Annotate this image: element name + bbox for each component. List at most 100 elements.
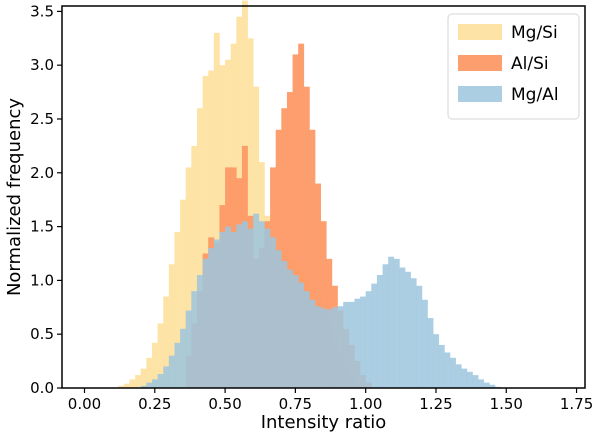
histogram-bar [298,43,305,388]
legend-swatch [458,55,502,71]
legend-label: Al/Si [511,54,549,74]
histogram-bar [281,261,288,388]
histogram-bar [163,366,170,388]
histogram-bar [219,231,226,388]
histogram-bar [466,371,473,388]
histogram-bar [180,199,187,388]
histogram-bar [478,379,485,388]
histogram-bar [286,269,293,388]
axis-ticks: 0.00 0.25 0.50 0.75 1.00 1.25 1.50 1.75 0.0 0.5 1.… [30,2,593,413]
histogram-bar [489,384,496,388]
bars-layer [118,0,501,389]
histogram-bar [354,298,361,388]
histogram-bar [410,278,417,388]
histogram-bar [185,167,192,388]
legend-swatch [458,24,502,40]
histogram-bar [157,323,164,388]
histogram-bar [405,271,411,388]
histogram-bar [382,264,389,388]
histogram-bar [168,264,175,388]
histogram-bar [360,296,366,388]
histogram-bar [174,231,181,388]
histogram-bar [393,258,400,388]
histogram-bar [202,75,209,388]
plot-frame [61,5,586,389]
histogram-bar [315,183,321,388]
histogram-bar [123,383,130,388]
histogram-bar [371,283,378,388]
histogram-bar [309,129,316,388]
histogram-bar [455,364,462,388]
histogram-bar [399,267,406,388]
histogram-bar [168,355,175,388]
y-tick-label: 3.0 [30,56,54,74]
histogram-bar [264,228,271,388]
histogram-bar [191,291,198,388]
histogram-bar [191,145,198,388]
histogram-bar [247,228,254,388]
histogram-bar [388,256,395,388]
histogram-bar [365,291,372,388]
histogram-bar [146,357,153,388]
y-tick-label: 2.5 [30,110,54,128]
x-tick-label: 1.00 [349,395,382,413]
y-tick-label: 0.0 [30,379,54,397]
legend-swatch [458,86,502,102]
histogram-bar [253,213,260,388]
histogram-bar [185,310,192,388]
histogram-bar [483,382,490,388]
y-tick-label: 3.5 [30,2,54,20]
histogram-bar [225,226,232,388]
histogram-bar [196,275,203,388]
histogram-bar [247,38,254,388]
histogram-bar [135,375,142,388]
histogram-bar [236,224,243,388]
legend-label: Mg/Al [511,85,559,105]
histogram-bar [146,382,153,388]
histogram-bar [303,86,310,388]
histogram-bar [461,368,468,388]
histogram-bar [326,309,333,388]
histogram-bar [213,239,220,388]
histogram-bar [151,342,158,388]
histogram-bar [151,379,158,388]
y-tick-label: 1.0 [30,271,54,289]
x-tick-label: 0.50 [208,395,241,413]
histogram-bar [292,275,299,388]
histogram-bar [281,108,288,388]
histogram-bar [241,221,248,388]
histogram-bar [174,342,181,388]
histogram-bar [202,258,209,388]
histogram-bar [213,32,220,389]
series-mg-al-bars [140,213,501,388]
histogram-bar [129,379,136,388]
histogram-bar [337,306,344,388]
histogram-bar [421,299,428,388]
histogram-bar [140,385,147,388]
histogram-bar [348,301,355,388]
y-tick-label: 2.0 [30,164,54,182]
histogram-bar [309,299,316,388]
y-tick-label: 0.5 [30,325,54,343]
x-tick-label: 1.25 [419,395,452,413]
histogram-bar [416,285,423,388]
histogram-bar [270,237,276,388]
histogram-bar [298,282,305,388]
x-tick-label: 0.00 [68,395,101,413]
histogram-bar [286,92,293,388]
x-axis-label: Intensity ratio [261,412,387,433]
histogram-bar [376,275,383,388]
histogram-bar [118,385,125,388]
histogram-bar [140,368,147,388]
histogram-bar [157,374,164,388]
histogram-bar [303,291,310,388]
x-tick-label: 1.50 [490,395,523,413]
histogram-bar [208,248,215,388]
histogram-bar [343,301,350,388]
histogram-bar [444,352,451,388]
legend: Mg/Si Al/Si Mg/Al [447,13,580,120]
histogram-bar [180,328,187,388]
histogram-bar [433,334,440,388]
